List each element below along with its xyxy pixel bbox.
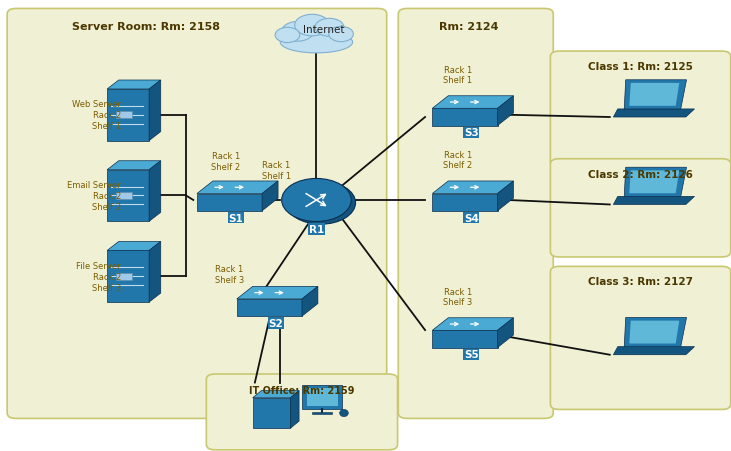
FancyBboxPatch shape — [550, 159, 731, 258]
Polygon shape — [432, 109, 498, 126]
Polygon shape — [624, 81, 686, 110]
Polygon shape — [307, 388, 338, 406]
Polygon shape — [107, 170, 149, 222]
Polygon shape — [312, 412, 333, 414]
Polygon shape — [115, 193, 132, 200]
Circle shape — [281, 179, 351, 222]
Text: Internet: Internet — [303, 25, 344, 35]
Polygon shape — [302, 287, 318, 317]
Text: S2: S2 — [268, 318, 283, 328]
Text: Server Room: Rm: 2158: Server Room: Rm: 2158 — [72, 22, 220, 32]
Text: Class 3: Rm: 2127: Class 3: Rm: 2127 — [588, 276, 693, 286]
Polygon shape — [262, 182, 278, 211]
Polygon shape — [237, 287, 318, 299]
Polygon shape — [197, 182, 278, 194]
Ellipse shape — [281, 23, 314, 42]
Text: Rm: 2124: Rm: 2124 — [439, 22, 499, 32]
Polygon shape — [149, 242, 161, 302]
Text: Rack 1
Shelf 3: Rack 1 Shelf 3 — [443, 287, 472, 307]
Ellipse shape — [280, 32, 352, 54]
Polygon shape — [197, 194, 262, 211]
Text: S4: S4 — [464, 213, 479, 223]
Polygon shape — [613, 347, 694, 355]
Polygon shape — [115, 112, 132, 119]
Text: R1: R1 — [308, 225, 324, 235]
Polygon shape — [432, 194, 498, 211]
Text: File Server
Rack 2
Shelf 3: File Server Rack 2 Shelf 3 — [76, 261, 121, 292]
Polygon shape — [432, 182, 513, 194]
Text: S3: S3 — [464, 128, 479, 138]
Ellipse shape — [329, 28, 353, 42]
Polygon shape — [624, 168, 686, 197]
FancyBboxPatch shape — [206, 374, 398, 450]
Polygon shape — [498, 318, 513, 348]
Polygon shape — [613, 197, 694, 205]
Polygon shape — [115, 273, 132, 280]
Text: S5: S5 — [464, 350, 479, 359]
Ellipse shape — [315, 19, 344, 37]
Text: Class 2: Rm: 2126: Class 2: Rm: 2126 — [588, 169, 692, 179]
Text: Rack 1
Shelf 2: Rack 1 Shelf 2 — [211, 152, 240, 171]
Ellipse shape — [286, 182, 355, 225]
Polygon shape — [107, 242, 161, 251]
Polygon shape — [290, 391, 299, 428]
Polygon shape — [432, 97, 513, 109]
Text: IT Office: Rm: 2159: IT Office: Rm: 2159 — [249, 385, 355, 396]
Polygon shape — [629, 84, 679, 106]
Text: Web Server
Rack 2
Shelf 1: Web Server Rack 2 Shelf 1 — [72, 100, 121, 131]
Polygon shape — [107, 161, 161, 170]
Polygon shape — [432, 331, 498, 348]
Polygon shape — [613, 110, 694, 118]
Polygon shape — [498, 182, 513, 211]
Polygon shape — [107, 90, 149, 141]
Polygon shape — [237, 299, 302, 317]
FancyBboxPatch shape — [7, 9, 387, 419]
Polygon shape — [253, 391, 299, 398]
Ellipse shape — [295, 15, 330, 37]
Text: Rack 1
Shelf 1: Rack 1 Shelf 1 — [262, 161, 291, 180]
Polygon shape — [629, 321, 679, 344]
Polygon shape — [149, 161, 161, 222]
Text: Rack 1
Shelf 3: Rack 1 Shelf 3 — [215, 265, 244, 284]
FancyBboxPatch shape — [398, 9, 553, 419]
Ellipse shape — [340, 410, 348, 417]
Polygon shape — [253, 398, 290, 428]
FancyBboxPatch shape — [550, 52, 731, 168]
FancyBboxPatch shape — [550, 267, 731, 410]
Ellipse shape — [275, 28, 300, 43]
Polygon shape — [498, 97, 513, 126]
Polygon shape — [149, 81, 161, 141]
Polygon shape — [107, 81, 161, 90]
Polygon shape — [303, 385, 342, 409]
Text: Rack 1
Shelf 1: Rack 1 Shelf 1 — [443, 66, 472, 85]
Polygon shape — [624, 318, 686, 347]
Text: S1: S1 — [229, 213, 243, 223]
Text: Class 1: Rm: 2125: Class 1: Rm: 2125 — [588, 62, 692, 72]
Polygon shape — [432, 318, 513, 331]
Polygon shape — [107, 251, 149, 302]
Text: Rack 1
Shelf 2: Rack 1 Shelf 2 — [443, 151, 472, 170]
Polygon shape — [629, 171, 679, 194]
Text: Email Server
Rack 2
Shelf 2: Email Server Rack 2 Shelf 2 — [67, 180, 121, 212]
